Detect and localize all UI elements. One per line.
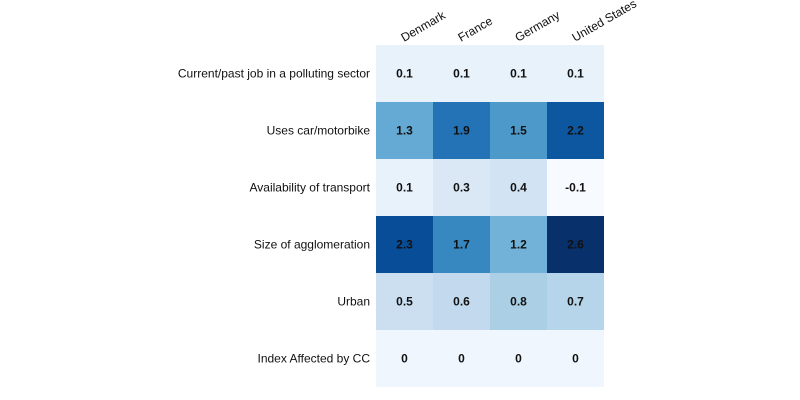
heatmap-cell [490,102,547,159]
heatmap-cell-value: -0.1 [565,181,586,195]
heatmap-cell [433,45,490,102]
heatmap-cell [376,273,433,330]
heatmap-cell-value: 0 [572,352,579,366]
heatmap-cell-value: 1.7 [453,238,470,252]
column-label: United States [570,0,639,45]
heatmap-cell-value: 0.4 [510,181,527,195]
heatmap-cell [376,102,433,159]
heatmap-cell [433,330,490,387]
heatmap-cell-value: 0.5 [396,295,413,309]
column-label: Denmark [399,8,449,45]
heatmap-cell-value: 0.3 [453,181,470,195]
heatmap-cell-value: 0.1 [453,67,470,81]
column-label: Germany [513,8,563,45]
heatmap-cell-labels: 0.1 0.1 0.1 0.1 1.3 1.9 1.5 2.2 0.1 0.3 0.4 -0.1 2.3… [396,67,586,366]
heatmap-cells [376,45,604,387]
heatmap-cell [433,102,490,159]
heatmap-cell [490,216,547,273]
row-label: Index Affected by CC [257,352,370,366]
heatmap-cell-value: 2.2 [567,124,584,138]
heatmap-column-labels: Denmark France Germany United States [399,0,639,45]
heatmap-cell [490,330,547,387]
heatmap-cell-value: 0.1 [396,181,413,195]
heatmap-cell [433,159,490,216]
heatmap-cell-value: 1.3 [396,124,413,138]
heatmap-cell [547,330,604,387]
heatmap-cell [547,216,604,273]
heatmap-cell [490,273,547,330]
heatmap-cell [376,330,433,387]
row-label: Size of agglomeration [254,238,370,252]
heatmap-row-labels: Current/past job in a polluting sector Us… [178,67,371,366]
heatmap-cell [376,45,433,102]
heatmap-cell-value: 1.2 [510,238,527,252]
column-label: France [456,14,496,45]
heatmap-cell-value: 0.1 [396,67,413,81]
heatmap-cell-value: 0 [401,352,408,366]
row-label: Uses car/motorbike [267,124,371,138]
heatmap-cell [547,159,604,216]
heatmap-cell-value: 0.6 [453,295,470,309]
heatmap-cell [547,273,604,330]
heatmap-cell [376,159,433,216]
heatmap-cell [433,273,490,330]
heatmap-cell-value: 2.6 [567,238,584,252]
row-label: Current/past job in a polluting sector [178,67,370,81]
heatmap-cell-value: 0.1 [567,67,584,81]
heatmap-cell-value: 0 [458,352,465,366]
row-label: Availability of transport [249,181,370,195]
heatmap-cell-value: 1.9 [453,124,470,138]
heatmap-cell [490,159,547,216]
heatmap-cell-value: 0.1 [510,67,527,81]
heatmap-cell [547,102,604,159]
heatmap-cell-value: 2.3 [396,238,413,252]
heatmap-cell [433,216,490,273]
heatmap-cell [547,45,604,102]
row-label: Urban [337,295,370,309]
heatmap-cell-value: 1.5 [510,124,527,138]
heatmap-cell [376,216,433,273]
heatmap-cell [490,45,547,102]
heatmap-cell-value: 0.7 [567,295,584,309]
heatmap-cell-value: 0 [515,352,522,366]
heatmap-cell-value: 0.8 [510,295,527,309]
